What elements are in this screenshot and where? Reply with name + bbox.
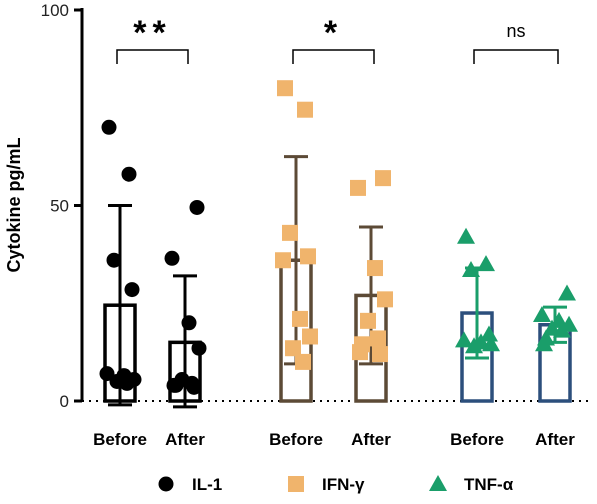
category-label-1: After [165,430,205,449]
point-IFN-γ-after-8 [372,346,388,363]
point-IFN-γ-after-5 [370,330,386,347]
y-axis-label: Cytokine pg/mL [4,137,24,272]
point-IL-1-after-7 [166,377,182,393]
point-IL-1-after-2 [181,315,197,331]
point-TNF-α-before-4 [455,331,473,348]
point-IFN-γ-before-2 [282,224,298,241]
point-IFN-γ-before-1 [297,101,313,118]
significance-label-TNF-α: ns [506,21,525,41]
y-tick-label-50: 50 [50,197,69,216]
category-labels-group: Before After Before After Before After [93,430,575,449]
point-IFN-γ-before-3 [300,248,316,265]
axes-group: 0 50 100 [41,1,592,411]
significance-bracket-IFN-γ [292,49,375,64]
point-IL-1-after-0 [189,199,205,215]
category-label-3: After [351,430,391,449]
point-IL-1-after-1 [164,250,180,266]
point-IFN-γ-after-3 [377,291,393,308]
category-label-2: Before [269,430,323,449]
point-TNF-α-before-1 [477,255,495,272]
point-IFN-γ-before-6 [302,328,318,345]
point-TNF-α-after-7 [535,335,553,352]
point-IFN-γ-after-1 [350,179,366,196]
point-TNF-α-before-2 [462,261,480,278]
point-IFN-γ-before-5 [292,310,308,327]
point-IFN-γ-after-0 [375,170,391,187]
bars-group [103,155,572,409]
category-label-5: After [535,430,575,449]
significance-group: ** * ns [116,14,559,64]
point-IFN-γ-after-4 [360,312,376,329]
legend-group: IL-1 IFN-γ TNF-α [158,475,514,494]
point-IL-1-before-0 [101,119,117,135]
point-TNF-α-before-3 [480,325,498,342]
significance-label-IFN-γ: * [324,14,343,52]
point-IL-1-after-8 [186,379,202,395]
point-IFN-γ-before-0 [277,80,293,97]
point-IFN-γ-after-2 [367,260,383,277]
point-IFN-γ-before-7 [285,340,301,357]
point-IL-1-after-3 [191,340,207,356]
point-TNF-α-after-0 [558,284,576,301]
legend-marker-IL-1 [158,476,174,492]
point-IFN-γ-before-8 [295,353,311,370]
category-label-4: Before [450,430,504,449]
significance-label-IL-1: ** [133,14,171,52]
point-IFN-γ-before-4 [275,252,291,269]
point-TNF-α-before-0 [457,227,475,244]
legend-label-IFN-γ: IFN-γ [322,475,365,494]
point-IFN-γ-after-7 [352,344,368,361]
point-IL-1-before-8 [119,375,135,391]
significance-bracket-IL-1 [116,49,189,64]
points-group [99,80,578,395]
category-label-0: Before [93,430,147,449]
y-tick-label-100: 100 [41,1,69,20]
point-TNF-α-before-6 [482,335,500,352]
point-IL-1-before-1 [121,166,137,182]
point-TNF-α-after-1 [533,305,551,322]
point-TNF-α-before-7 [465,337,483,354]
legend-marker-IFN-γ [288,476,304,492]
significance-bracket-TNF-α [473,49,559,64]
point-IL-1-before-2 [106,252,122,268]
legend-label-TNF-α: TNF-α [464,475,514,494]
legend-label-IL-1: IL-1 [192,475,222,494]
point-TNF-α-after-2 [550,311,568,328]
point-IL-1-before-3 [124,282,140,298]
y-tick-label-0: 0 [60,392,69,411]
point-TNF-α-after-5 [553,321,571,338]
legend-marker-TNF-α [429,475,447,491]
